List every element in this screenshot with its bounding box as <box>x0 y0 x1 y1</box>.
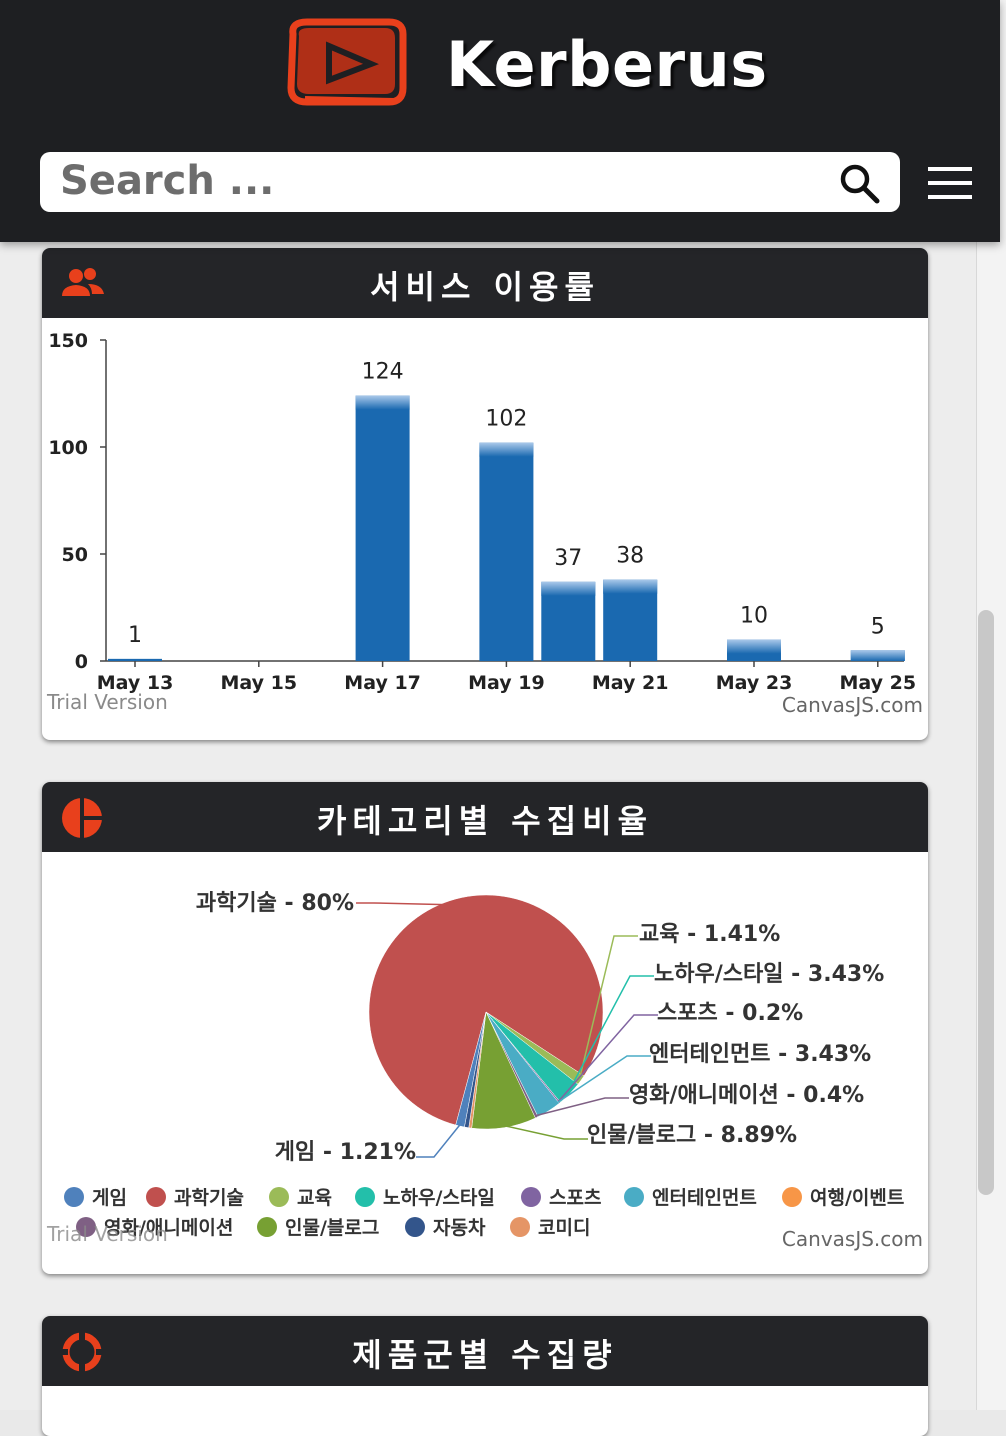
hamburger-menu-icon[interactable] <box>926 166 974 200</box>
search-bar[interactable]: Search ... <box>40 152 900 212</box>
category-card-title: 카테고리별 수집비율 <box>316 802 654 840</box>
pie-label-connector <box>503 1124 588 1140</box>
pie-label-connector <box>578 935 638 1080</box>
usage-card-header: 서비스 이용률 <box>42 248 928 318</box>
pie-slice-label: 스포츠 - 0.2% <box>657 1001 803 1026</box>
legend-marker <box>257 1217 277 1237</box>
pie-slice <box>368 894 604 1126</box>
legend-label: 교육 <box>297 1187 332 1209</box>
legend-label: 코미디 <box>538 1217 590 1239</box>
search-icon[interactable] <box>838 162 882 206</box>
legend-marker <box>269 1187 289 1207</box>
product-card-title: 제품군별 수집량 <box>352 1336 618 1374</box>
brand-title: Kerberus <box>446 28 768 101</box>
pie-slice-label: 게임 - 1.21% <box>275 1140 416 1165</box>
product-card: 제품군별 수집량 <box>42 1316 928 1436</box>
x-tick-label: May 13 <box>97 672 174 694</box>
bar-highlight <box>541 581 596 596</box>
bar-data-label: 38 <box>616 544 644 569</box>
pie-slice <box>455 1011 487 1128</box>
usage-card-title: 서비스 이용률 <box>370 268 600 306</box>
y-tick-label: 50 <box>62 544 88 566</box>
legend-label: 영화/애니메이션 <box>104 1217 233 1239</box>
category-pie-chart: 과학기술 - 80% 교육 - 1.41% 노하우/스타일 - 3.43% 스포츠 -… <box>46 891 923 1251</box>
watermark-canvasjs: CanvasJS.com <box>782 1227 923 1251</box>
x-tick-label: May 15 <box>221 672 298 694</box>
bar-data-label: 124 <box>362 360 404 385</box>
legend-marker <box>405 1217 425 1237</box>
pie-label-connector <box>416 1123 462 1158</box>
users-icon <box>62 268 104 296</box>
y-tick-label: 0 <box>75 651 88 673</box>
bar-highlight <box>355 395 410 410</box>
legend-label: 스포츠 <box>549 1187 601 1209</box>
x-tick-label: May 19 <box>468 672 545 694</box>
pie-label-connector <box>356 902 445 906</box>
pie-slice-label: 교육 - 1.41% <box>639 922 780 947</box>
pie-slice-label: 노하우/스타일 - 3.43% <box>654 962 884 987</box>
bar-data-label: 1 <box>128 623 142 648</box>
legend-label: 자동차 <box>433 1217 486 1239</box>
legend-label: 엔터테인먼트 <box>652 1187 757 1209</box>
bar-data-label: 37 <box>554 546 582 571</box>
usage-card: 서비스 이용률 0 50 100 150 May 13 May 15 May 17 May 1… <box>42 248 928 740</box>
watermark-canvasjs: CanvasJS.com <box>782 693 923 717</box>
legend-marker <box>510 1217 530 1237</box>
bar <box>108 658 162 661</box>
pie-slice-label: 과학기술 - 80% <box>196 891 354 916</box>
pie-label-connector <box>567 975 654 1093</box>
pie-label-connector <box>547 1055 651 1110</box>
legend-marker <box>76 1217 96 1237</box>
pie-icon <box>62 798 104 838</box>
y-tick-label: 100 <box>48 437 88 459</box>
pie-slice-label: 엔터테인먼트 - 3.43% <box>649 1042 871 1067</box>
legend-label: 과학기술 <box>174 1187 244 1209</box>
bar <box>479 442 534 661</box>
category-card: 카테고리별 수집비율 과학기술 - 80% 교육 - 1.41% 노하우/스타일 -… <box>42 782 928 1274</box>
legend-marker <box>782 1187 802 1207</box>
bar-data-label: 102 <box>485 407 527 432</box>
y-tick-label: 150 <box>48 330 88 352</box>
legend-marker <box>521 1187 541 1207</box>
bar-data-label: 5 <box>871 614 885 639</box>
legend-label: 노하우/스타일 <box>383 1187 495 1209</box>
bar-highlight <box>727 639 781 654</box>
bar-highlight <box>850 650 905 661</box>
scrollbar-thumb[interactable] <box>978 610 994 1195</box>
product-card-header: 제품군별 수집량 <box>42 1316 928 1386</box>
bar-highlight <box>603 579 658 594</box>
x-tick-label: May 25 <box>840 672 917 694</box>
ring-icon <box>58 1330 106 1374</box>
x-tick-label: May 23 <box>716 672 793 694</box>
legend-marker <box>64 1187 84 1207</box>
category-card-header: 카테고리별 수집비율 <box>42 782 928 852</box>
legend-label: 여행/이벤트 <box>810 1187 904 1209</box>
legend-label: 게임 <box>92 1187 127 1209</box>
pie-slice-label: 인물/블로그 - 8.89% <box>587 1123 797 1148</box>
bar-data-label: 10 <box>740 604 768 629</box>
bar-highlight <box>479 442 534 457</box>
watermark-trial: Trial Version <box>46 1222 168 1246</box>
bar <box>355 395 410 661</box>
legend-marker <box>146 1187 166 1207</box>
x-tick-label: May 21 <box>592 672 669 694</box>
x-tick-label: May 17 <box>344 672 421 694</box>
play-logo-icon[interactable] <box>285 18 410 106</box>
pie-slice-label: 영화/애니메이션 - 0.4% <box>629 1083 864 1108</box>
top-header: Kerberus Search ... <box>0 0 1000 242</box>
legend-label: 인물/블로그 <box>285 1217 379 1239</box>
legend-marker <box>355 1187 375 1207</box>
watermark-trial: Trial Version <box>46 690 168 714</box>
usage-bar-chart: 0 50 100 150 May 13 May 15 May 17 May 19 May 21 M… <box>46 330 923 717</box>
pie-label-connector <box>535 1097 629 1117</box>
search-input[interactable]: Search ... <box>60 158 275 204</box>
legend-marker <box>624 1187 644 1207</box>
pie-label-connector <box>558 1014 658 1102</box>
